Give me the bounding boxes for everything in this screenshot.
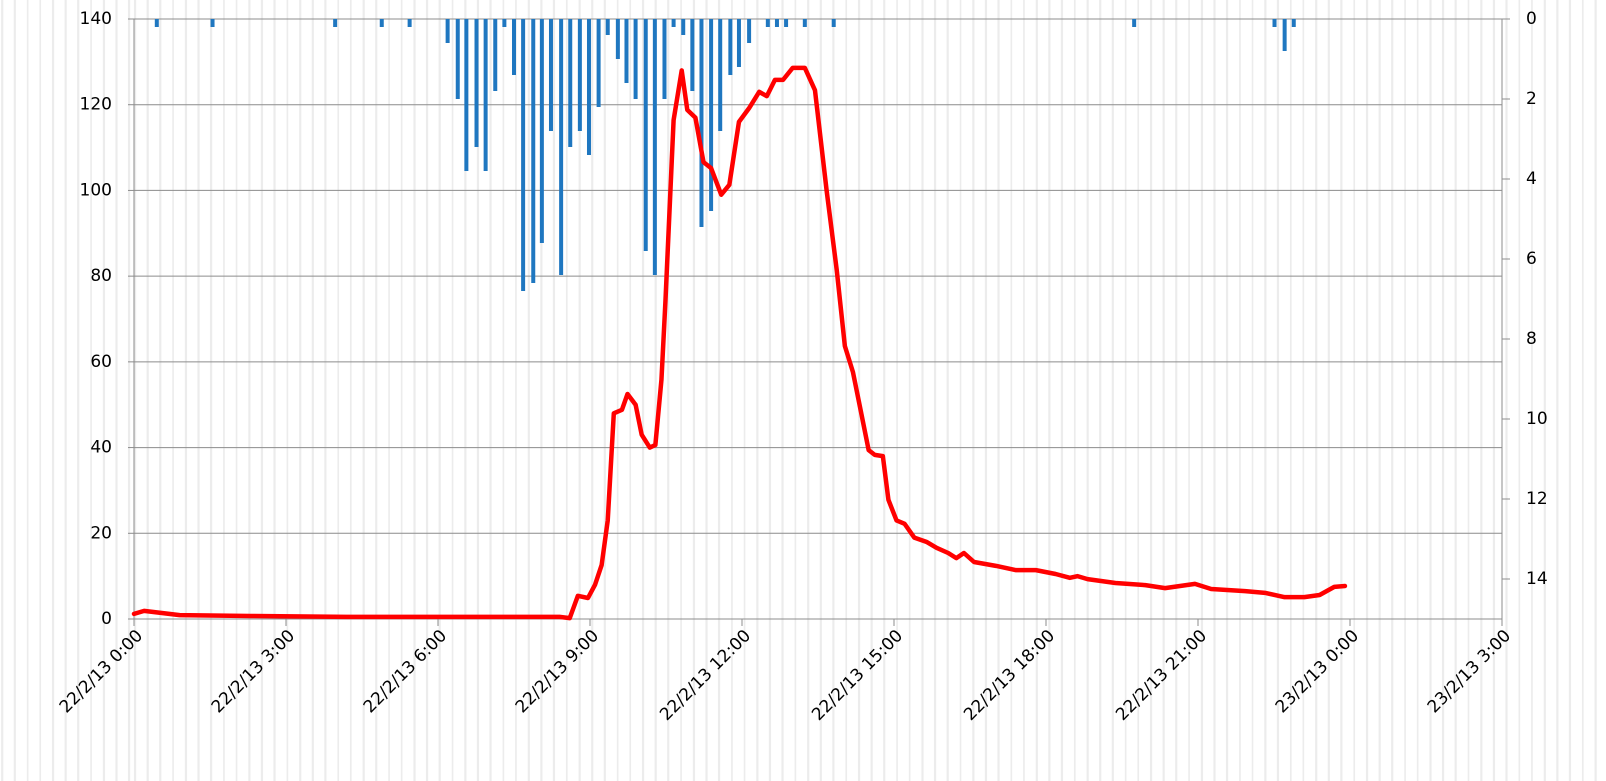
bar [1132,19,1137,27]
y2-tick-label: 6 [1526,249,1537,269]
x-tick-label: 22/2/13 3:00 [208,626,299,717]
bar [474,19,479,147]
bar [774,19,779,27]
x-tick-label: 22/2/13 0:00 [56,626,147,717]
bar [154,19,159,27]
y-tick-label: 100 [80,180,112,200]
bar [671,19,676,27]
bar [568,19,573,147]
x-tick-label: 22/2/13 15:00 [808,626,907,725]
bar [493,19,498,91]
x-tick-label: 23/2/13 3:00 [1424,626,1515,717]
bar [455,19,460,99]
bar [483,19,488,171]
bar [464,19,469,171]
bar [615,19,620,59]
bar [802,19,807,27]
bar [765,19,770,27]
x-tick-label: 22/2/13 18:00 [960,626,1059,725]
y-tick-label: 60 [90,352,112,372]
y-tick-label: 140 [80,9,112,29]
bar [747,19,752,43]
bar [531,19,536,283]
bar [1272,19,1277,27]
bar [210,19,215,27]
bar [445,19,450,43]
y2-tick-label: 0 [1526,9,1537,29]
y2-tick-label: 10 [1526,409,1548,429]
bar [521,19,526,291]
x-tick-label: 22/2/13 21:00 [1112,626,1211,725]
bar [728,19,733,75]
y-tick-label: 20 [90,523,112,543]
bar [333,19,338,27]
y-tick-label: 120 [80,95,112,115]
bar [502,19,507,27]
x-tick-label: 23/2/13 0:00 [1272,626,1363,717]
bar [559,19,564,275]
y2-tick-label: 8 [1526,329,1537,349]
bar [605,19,610,35]
bar [718,19,723,131]
line [131,65,1348,621]
y2-tick-label: 14 [1526,569,1548,589]
bar [690,19,695,91]
x-tick-label: 22/2/13 6:00 [360,626,451,717]
bar [709,19,714,211]
bar [831,19,836,27]
y2-tick-label: 2 [1526,89,1537,109]
bar [577,19,582,131]
bar [633,19,638,99]
bar [539,19,544,243]
y-tick-label: 0 [101,609,112,629]
bar [548,19,553,131]
bar [512,19,516,75]
bar [1282,19,1287,51]
bar [379,19,384,27]
bar [1291,19,1296,27]
x-tick-label: 22/2/13 9:00 [512,626,603,717]
bar [784,19,789,27]
bar [586,19,591,155]
bar [596,19,601,107]
bar [681,19,686,35]
bar [624,19,629,83]
bar [643,19,648,251]
bar [662,19,667,99]
y-tick-label: 80 [90,266,112,286]
y2-tick-label: 12 [1526,489,1548,509]
bar [652,19,657,275]
bar [699,19,704,227]
y-tick-label: 40 [90,438,112,458]
y2-tick-label: 4 [1526,169,1537,189]
x-tick-label: 22/2/13 12:00 [656,626,755,725]
bar [407,19,412,27]
bar [736,19,741,67]
